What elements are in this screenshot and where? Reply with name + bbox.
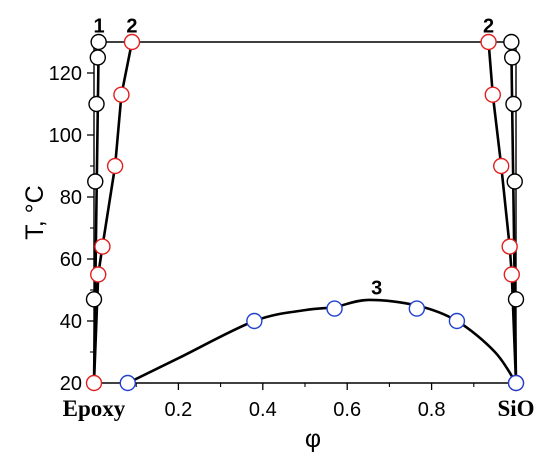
series-3-point [119,374,136,392]
series-2-point [90,266,107,283]
y-axis-title: T, °C [21,185,49,239]
series-3-point [507,374,525,392]
x-tick-label: 0.8 [418,399,446,421]
x-tick-label: 0.4 [249,399,277,421]
series-1-point [90,33,107,51]
series-3-point [326,300,343,317]
series-2-point [123,33,141,51]
y-tick-label: 120 [49,63,82,85]
series-2-point [113,86,130,103]
series-1-point [504,49,521,66]
series-2-point [85,374,103,392]
curve-1-label: 1 [94,16,105,38]
series-2-point [480,33,497,51]
series-3-point [408,300,426,317]
series-1-point [88,95,105,113]
y-tick-label: 80 [60,187,82,209]
series-1-point [507,291,525,308]
series-1-point [89,49,106,66]
series-1-point [85,291,103,308]
series-1-point [506,173,523,190]
series-2-point [106,157,124,175]
series-3-point [448,312,466,330]
x-end-label: SiO [497,396,534,421]
y-tick-label: 20 [60,373,82,395]
y-tick-label: 100 [49,125,82,147]
curves [92,41,518,385]
x-tick-label: 0.6 [333,399,361,421]
axes: 20 40 60 80 100 120 Epoxy 0.2 0.4 0.6 0.8 SiO [49,42,535,421]
series-1-point [87,173,104,190]
curve-3-line [127,298,518,385]
series-2-point [493,157,510,175]
series-1-point [503,33,520,51]
x-tick-label: 0.2 [164,399,192,421]
series-2-point [484,86,501,103]
curve-3-label: 3 [371,278,382,300]
series-1-point [505,95,522,113]
series-2-point [501,238,518,255]
data-markers [85,33,525,392]
curve-2-label: 2 [126,16,137,38]
series-3-point [246,312,263,330]
y-tick-label: 40 [60,311,82,333]
x-axis-title: φ [305,425,321,453]
x-end-label: Epoxy [63,396,126,421]
y-tick-label: 60 [60,249,82,271]
series-2-point [94,238,111,255]
curve-2-label: 2 [483,16,494,38]
series-2-point [503,266,520,283]
labels: φT, °C1 2 23 [21,16,494,453]
